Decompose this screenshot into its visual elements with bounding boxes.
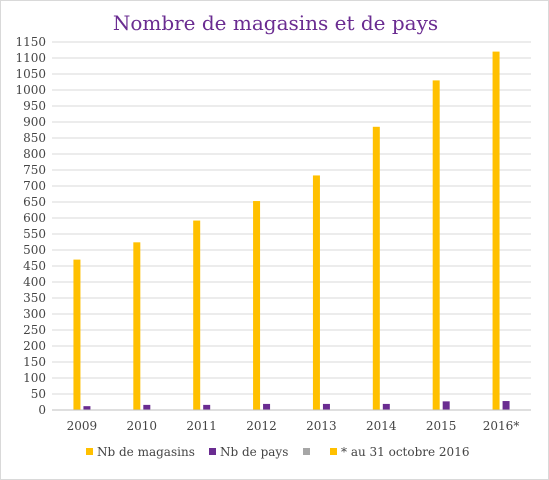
y-tick-label: 600 <box>23 211 46 225</box>
y-tick-label: 850 <box>23 131 46 145</box>
bar-magasins-2012 <box>253 201 261 410</box>
y-tick-label: 1050 <box>15 67 46 81</box>
y-tick-label: 250 <box>23 323 46 337</box>
bar-magasins-2010 <box>133 242 141 410</box>
y-tick-label: 950 <box>23 99 46 113</box>
y-tick-label: 500 <box>23 243 46 257</box>
x-tick-label: 2010 <box>127 419 158 433</box>
y-tick-label: 350 <box>23 291 46 305</box>
y-tick-label: 700 <box>23 179 46 193</box>
bar-pays-2013 <box>322 403 330 410</box>
legend-swatch <box>303 448 310 455</box>
y-tick-label: 750 <box>23 163 46 177</box>
chart-title: Nombre de magasins et de pays <box>112 11 439 35</box>
y-tick-label: 900 <box>23 115 46 129</box>
legend-swatch <box>330 448 337 455</box>
bar-magasins-2011 <box>193 220 201 410</box>
gridlines <box>52 41 531 411</box>
bar-pays-2015 <box>442 401 450 410</box>
bar-magasins-2013 <box>312 175 320 410</box>
x-tick-label: 2013 <box>306 419 337 433</box>
x-tick-label: 2015 <box>426 419 457 433</box>
y-tick-label: 400 <box>23 275 46 289</box>
x-tick-label: 2009 <box>67 419 98 433</box>
y-tick-label: 1150 <box>15 35 46 49</box>
legend-label: Nb de magasins <box>97 445 195 459</box>
y-tick-label: 1100 <box>15 51 46 65</box>
y-tick-label: 450 <box>23 259 46 273</box>
x-tick-label: 2012 <box>246 419 277 433</box>
x-tick-label: 2016* <box>483 419 520 433</box>
bar-pays-2012 <box>263 403 271 410</box>
legend-swatch <box>86 448 93 455</box>
bar-pays-2014 <box>382 403 390 410</box>
legend-swatch <box>209 448 216 455</box>
bar-magasins-2016* <box>492 51 500 410</box>
y-tick-label: 300 <box>23 307 46 321</box>
y-tick-label: 0 <box>38 403 46 417</box>
bar-magasins-2009 <box>73 259 81 410</box>
y-tick-label: 650 <box>23 195 46 209</box>
x-axis: 2009 2010 2011 2012 2013 2014 2015 2016* <box>52 409 531 433</box>
y-tick-label: 200 <box>23 339 46 353</box>
bars <box>73 51 510 411</box>
y-tick-label: 550 <box>23 227 46 241</box>
bar-pays-2009 <box>83 406 91 410</box>
y-tick-label: 150 <box>23 355 46 369</box>
bar-pays-2011 <box>203 404 211 410</box>
y-tick-label: 50 <box>31 387 46 401</box>
x-tick-label: 2011 <box>186 419 217 433</box>
y-tick-label: 100 <box>23 371 46 385</box>
legend: Nb de magasins Nb de pays * au 31 octobre … <box>86 445 469 459</box>
y-tick-label: 1000 <box>15 83 46 97</box>
bar-magasins-2014 <box>372 126 380 411</box>
bar-magasins-2015 <box>432 80 440 411</box>
x-tick-label: 2014 <box>366 419 397 433</box>
bar-pays-2016* <box>502 401 510 410</box>
y-tick-label: 800 <box>23 147 46 161</box>
bar-pays-2010 <box>143 404 151 410</box>
legend-label: * au 31 octobre 2016 <box>341 445 469 459</box>
legend-label: Nb de pays <box>220 445 288 459</box>
y-axis: 0 50 100 150 200 250 300 350 400 450 500 550 600 650 7… <box>15 35 46 417</box>
